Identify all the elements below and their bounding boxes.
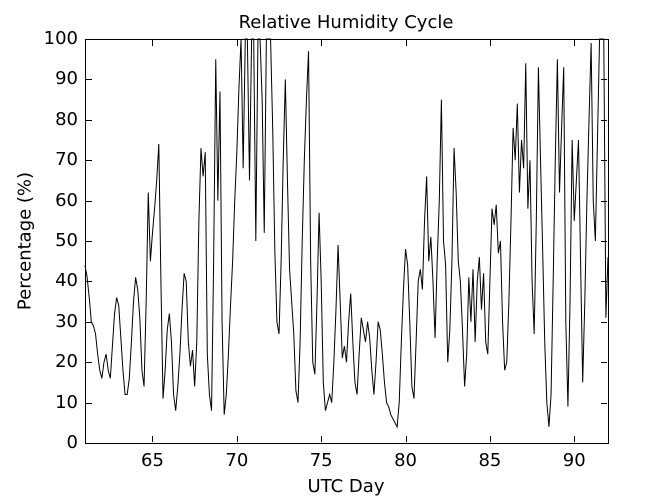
y-tick-label: 90 — [55, 68, 78, 90]
axes-box — [85, 39, 609, 444]
y-tick-label: 10 — [55, 391, 78, 413]
x-tick-label: 80 — [394, 450, 417, 471]
x-axis-label: UTC Day — [307, 476, 385, 497]
x-tick-label: 90 — [562, 450, 586, 471]
y-tick-label: 80 — [55, 108, 78, 130]
x-tick-label: 70 — [225, 450, 249, 471]
humidity-line-series — [84, 38, 609, 429]
y-tick-label: 40 — [55, 270, 78, 292]
y-tick-label: 30 — [55, 310, 78, 332]
x-tick-label: 85 — [478, 450, 502, 471]
y-tick-label: 100 — [43, 28, 78, 49]
y-tick-label: 60 — [55, 189, 78, 211]
chart-title: Relative Humidity Cycle — [238, 12, 454, 33]
x-tick-label: 65 — [141, 450, 164, 471]
y-tick-label: 70 — [55, 149, 78, 171]
y-tick-label: 50 — [55, 230, 78, 251]
y-tick-label: 0 — [66, 432, 78, 453]
y-tick-label: 20 — [55, 351, 78, 373]
x-tick-label: 75 — [309, 450, 333, 471]
